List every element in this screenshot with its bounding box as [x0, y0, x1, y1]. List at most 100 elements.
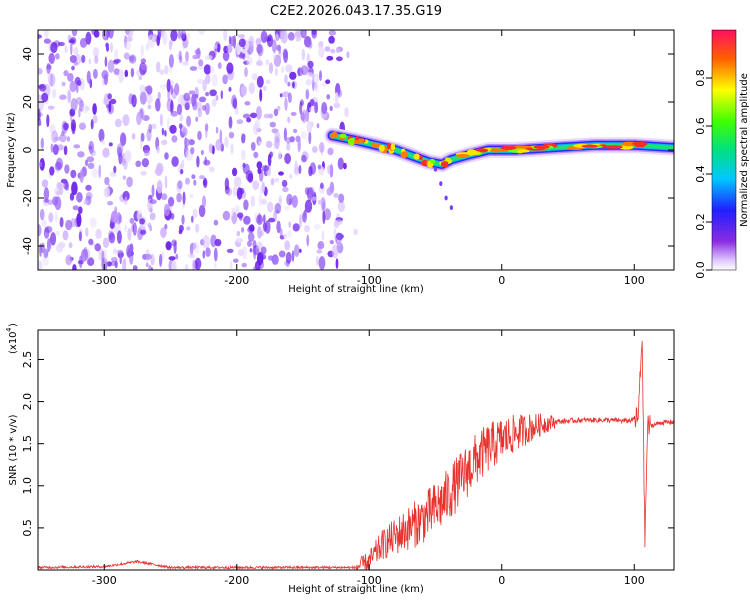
noise-blob: [197, 130, 202, 141]
noise-blob: [263, 113, 271, 119]
snr-x-ticks: -300 -200 -100 0 100: [92, 330, 645, 587]
noise-blob: [148, 264, 152, 270]
noise-blob: [50, 232, 57, 246]
noise-blob: [60, 131, 65, 137]
noise-blob: [308, 106, 315, 112]
noise-blob: [192, 54, 198, 60]
noise-blob: [329, 181, 335, 194]
signal-hotspot: [378, 145, 385, 152]
noise-blob: [139, 84, 146, 93]
noise-blob: [88, 238, 94, 246]
noise-blob: [93, 68, 98, 79]
noise-blob: [76, 213, 82, 227]
noise-blob: [204, 102, 210, 115]
colorbar-label: Normalized spectral amplitude: [739, 73, 750, 227]
noise-blob: [131, 94, 137, 108]
noise-blob: [161, 139, 168, 145]
noise-blob: [265, 79, 271, 85]
noise-blob: [268, 217, 275, 223]
noise-blob: [184, 264, 189, 270]
noise-blob: [305, 79, 313, 86]
noise-blob: [203, 159, 211, 166]
noise-blob: [65, 254, 73, 266]
noise-blob: [70, 119, 76, 132]
snr-xtick-label: -200: [224, 574, 249, 587]
noise-blob: [248, 82, 255, 94]
spectrogram-xtick-label: -200: [224, 274, 249, 287]
noise-blob: [305, 89, 310, 100]
noise-blob: [98, 128, 105, 142]
noise-blob: [306, 72, 313, 78]
noise-blob: [143, 149, 150, 157]
noise-blob: [242, 113, 251, 119]
noise-blob: [257, 226, 262, 239]
noise-blob: [166, 78, 171, 93]
signal-hotspot: [467, 150, 481, 155]
noise-blob: [236, 119, 244, 125]
noise-blob: [138, 74, 142, 81]
snr-panel: -300 -200 -100 0 100 0.5 1.0 1.5 2.0 2.5 Height …: [5, 323, 675, 595]
noise-blob: [226, 248, 234, 253]
noise-blob: [191, 215, 194, 223]
snr-line: [38, 340, 674, 570]
noise-blob: [313, 73, 320, 85]
noise-blob: [92, 47, 100, 58]
noise-blob: [281, 66, 285, 74]
noise-blob: [110, 256, 118, 263]
noise-blob: [269, 121, 276, 128]
signal-hotspot: [386, 142, 391, 150]
noise-blob: [191, 174, 196, 180]
noise-blob: [161, 127, 165, 136]
noise-blob: [297, 67, 304, 77]
noise-blob: [307, 60, 314, 69]
noise-blob: [243, 199, 249, 211]
noise-blob: [288, 221, 292, 228]
noise-blob: [179, 116, 183, 122]
noise-blob: [168, 196, 175, 207]
noise-blob: [63, 70, 69, 77]
snr-xtick-label: 100: [624, 574, 645, 587]
noise-blob: [140, 58, 147, 64]
noise-blob: [85, 184, 92, 191]
noise-blob: [85, 31, 92, 45]
noise-blob: [244, 101, 251, 106]
noise-blob: [215, 94, 219, 101]
noise-blob: [336, 56, 343, 62]
noise-blob: [114, 48, 119, 61]
noise-blob: [54, 211, 58, 223]
snr-ytick-label: 0.5: [21, 519, 34, 537]
noise-blob: [203, 64, 211, 75]
noise-blob: [289, 71, 297, 80]
noise-blob: [110, 210, 119, 225]
noise-blob: [265, 140, 273, 148]
noise-blob: [102, 237, 110, 249]
noise-blob: [247, 232, 255, 242]
noise-blob: [299, 214, 302, 228]
noise-blob: [298, 164, 302, 174]
noise-blob: [336, 232, 344, 241]
noise-blob: [177, 180, 183, 190]
noise-blob: [308, 130, 312, 145]
noise-blob: [139, 91, 147, 105]
noise-blob: [41, 219, 47, 228]
noise-blob: [249, 248, 253, 253]
noise-blob: [101, 70, 109, 80]
noise-blob: [264, 220, 271, 234]
signal-branch-dot: [444, 195, 448, 201]
noise-blob: [300, 111, 304, 120]
noise-blob: [56, 190, 61, 196]
spectrogram-ytick-label: 40: [21, 47, 34, 61]
noise-blob: [297, 138, 301, 153]
noise-blob: [306, 187, 314, 202]
noise-blob: [43, 30, 49, 39]
noise-blob: [81, 248, 89, 262]
noise-blob: [213, 247, 218, 262]
noise-blob: [209, 89, 217, 97]
noise-blob: [284, 153, 291, 165]
noise-blob: [184, 102, 190, 111]
noise-blob: [156, 35, 160, 47]
noise-blob: [197, 65, 204, 70]
noise-blob: [204, 123, 209, 132]
snr-xtick-label: -300: [92, 574, 117, 587]
